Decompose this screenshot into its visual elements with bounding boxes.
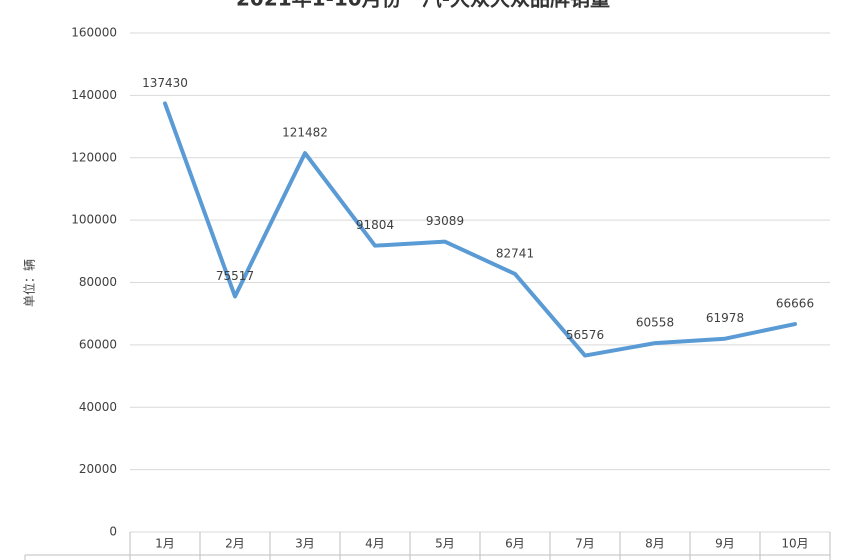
line-series <box>163 101 797 358</box>
x-tick-label: 8月 <box>645 537 665 551</box>
y-tick-label: 40000 <box>79 400 117 414</box>
data-label: 121482 <box>282 126 328 140</box>
x-tick-label: 7月 <box>575 537 595 551</box>
x-tick-label: 2月 <box>225 537 245 551</box>
x-tick-label: 4月 <box>365 537 385 551</box>
y-tick-label: 20000 <box>79 462 117 476</box>
data-label: 137430 <box>142 76 188 90</box>
data-label: 75517 <box>216 269 254 283</box>
x-tick-label: 5月 <box>435 537 455 551</box>
y-tick-label: 140000 <box>71 88 117 102</box>
x-tick-label: 10月 <box>781 537 808 551</box>
x-tick-label: 1月 <box>155 537 175 551</box>
y-tick-label: 0 <box>109 525 117 539</box>
data-label: 82741 <box>496 246 534 260</box>
data-label: 91804 <box>356 218 394 232</box>
y-tick-label: 120000 <box>71 150 117 164</box>
x-tick-label: 9月 <box>715 537 735 551</box>
y-tick-label: 60000 <box>79 337 117 351</box>
data-label: 61978 <box>706 311 744 325</box>
data-label: 93089 <box>426 214 464 228</box>
data-label: 60558 <box>636 316 674 330</box>
y-tick-label: 100000 <box>71 213 117 227</box>
data-label: 56576 <box>566 328 604 342</box>
y-tick-label: 160000 <box>71 26 117 40</box>
y-tick-label: 80000 <box>79 275 117 289</box>
y-axis-label: 单位：辆 <box>22 259 37 307</box>
data-label: 66666 <box>776 297 814 311</box>
x-tick-label: 6月 <box>505 537 525 551</box>
x-tick-label: 3月 <box>295 537 315 551</box>
chart-title: 2021年1-10月份一汽-大众大众品牌销量 <box>236 0 610 11</box>
